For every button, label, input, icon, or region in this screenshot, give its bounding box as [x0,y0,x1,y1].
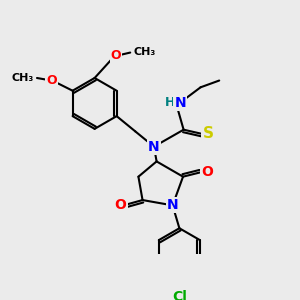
Text: O: O [46,74,57,87]
Text: O: O [115,198,126,212]
Text: CH₃: CH₃ [11,73,34,83]
Text: CH₃: CH₃ [134,47,156,57]
Text: N: N [148,140,160,154]
Text: S: S [203,126,214,141]
Text: N: N [174,96,186,110]
Text: O: O [201,165,213,178]
Text: N: N [167,198,178,212]
Text: H: H [165,96,175,109]
Text: Cl: Cl [172,290,187,300]
Text: O: O [110,50,121,62]
